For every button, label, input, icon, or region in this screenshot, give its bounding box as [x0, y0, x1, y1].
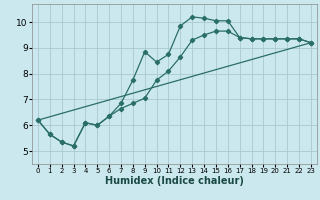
- X-axis label: Humidex (Indice chaleur): Humidex (Indice chaleur): [105, 176, 244, 186]
